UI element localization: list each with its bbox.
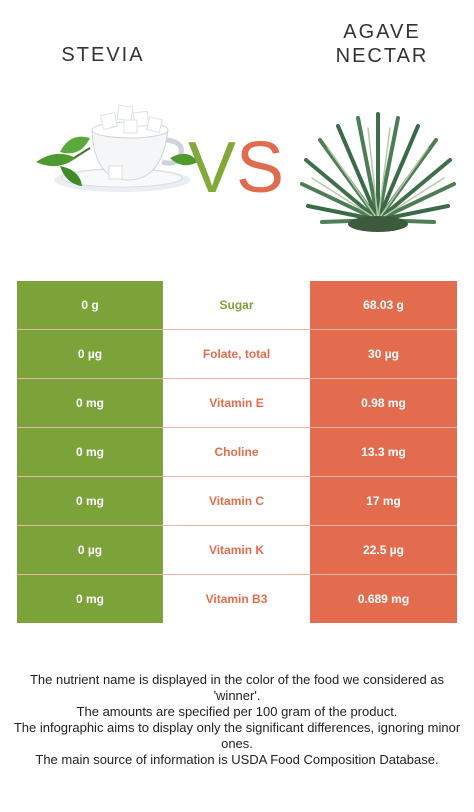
- footnote-line: The nutrient name is displayed in the co…: [29, 672, 445, 703]
- nutrient-name: Vitamin K: [163, 526, 310, 574]
- stevia-sugar-cup-image: [36, 104, 198, 192]
- nutrient-name: Vitamin B3: [163, 575, 310, 623]
- stevia-amount: 0 µg: [17, 526, 163, 574]
- nutrient-name: Folate, total: [163, 330, 310, 378]
- vs-s-letter: S: [236, 128, 285, 208]
- stevia-amount: 0 g: [17, 281, 163, 329]
- vs-label: VS: [188, 128, 284, 208]
- nutrient-name: Vitamin E: [163, 379, 310, 427]
- nutrient-name: Sugar: [163, 281, 310, 329]
- nutrient-name: Vitamin C: [163, 477, 310, 525]
- left-food-title: STEVIA: [61, 44, 145, 66]
- table-row: 0 g Sugar 68.03 g: [17, 281, 457, 330]
- agave-amount: 0.689 mg: [310, 575, 457, 623]
- table-row: 0 mg Choline 13.3 mg: [17, 428, 457, 477]
- stevia-amount: 0 mg: [17, 379, 163, 427]
- agave-plant-image: [300, 112, 456, 232]
- stevia-amount: 0 mg: [17, 428, 163, 476]
- footnote-line: The amounts are specified per 100 gram o…: [76, 704, 398, 719]
- nutrient-comparison-table: 0 g Sugar 68.03 g 0 µg Folate, total 30 …: [17, 281, 457, 623]
- nutrient-name: Choline: [163, 428, 310, 476]
- footnote-line: The main source of information is USDA F…: [35, 752, 439, 767]
- footnote: The nutrient name is displayed in the co…: [10, 672, 464, 768]
- agave-amount: 30 µg: [310, 330, 457, 378]
- table-row: 0 µg Folate, total 30 µg: [17, 330, 457, 379]
- agave-amount: 13.3 mg: [310, 428, 457, 476]
- right-food-title-line2: NECTAR: [335, 45, 429, 67]
- table-row: 0 µg Vitamin K 22.5 µg: [17, 526, 457, 575]
- vs-v-letter: V: [188, 128, 237, 208]
- footnote-line: The infographic aims to display only the…: [13, 720, 461, 751]
- stevia-amount: 0 mg: [17, 575, 163, 623]
- table-row: 0 mg Vitamin C 17 mg: [17, 477, 457, 526]
- right-food-title: AGAVE NECTAR: [290, 20, 474, 68]
- agave-amount: 68.03 g: [310, 281, 457, 329]
- agave-amount: 22.5 µg: [310, 526, 457, 574]
- table-row: 0 mg Vitamin B3 0.689 mg: [17, 575, 457, 623]
- right-food-title-line1: AGAVE: [343, 21, 421, 43]
- agave-amount: 0.98 mg: [310, 379, 457, 427]
- stevia-amount: 0 µg: [17, 330, 163, 378]
- stevia-amount: 0 mg: [17, 477, 163, 525]
- agave-amount: 17 mg: [310, 477, 457, 525]
- table-row: 0 mg Vitamin E 0.98 mg: [17, 379, 457, 428]
